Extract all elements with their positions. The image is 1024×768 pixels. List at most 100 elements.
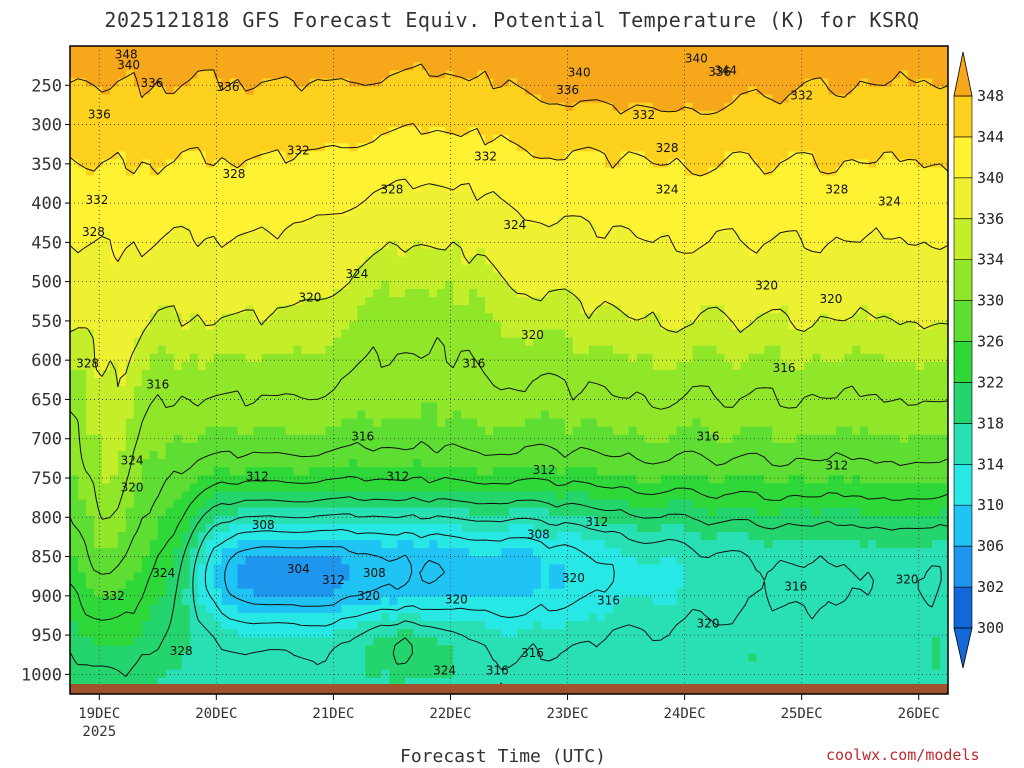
contour-label-336: 336 <box>708 65 731 79</box>
contour-label-320: 320 <box>121 480 144 494</box>
xtick-label-26DEC: 26DEC <box>898 706 940 722</box>
xtick-label-23DEC: 23DEC <box>546 706 588 722</box>
ytick-label-750: 750 <box>31 469 62 489</box>
contour-label-320: 320 <box>299 290 322 304</box>
contour-332 <box>70 337 948 520</box>
contour-label-316: 316 <box>462 356 485 370</box>
ytick-label-300: 300 <box>31 116 62 136</box>
contour-label-324: 324 <box>152 566 175 580</box>
contour-label-308: 308 <box>252 518 275 532</box>
y-axis: 250 300 350 400 450 500 550 600 650 700 750 800 850 9… <box>21 76 70 685</box>
contour-label-304: 304 <box>287 562 310 576</box>
colorbar-label-302: 302 <box>977 578 1004 596</box>
colorbar-label-344: 344 <box>977 128 1004 146</box>
ytick-label-900: 900 <box>31 587 62 607</box>
contour-label-324: 324 <box>656 183 679 197</box>
contour-label-328: 328 <box>76 356 99 370</box>
ytick-label-950: 950 <box>31 626 62 646</box>
contour-label-312: 312 <box>585 515 608 529</box>
x-axis: 19DEC 2025 20DEC 21DEC 22DEC 23DEC 24DEC 25DEC 2… <box>78 694 940 740</box>
xtick-label-20DEC: 20DEC <box>195 706 237 722</box>
contour-label-320: 320 <box>819 292 842 306</box>
contour-label-316: 316 <box>521 646 544 660</box>
contour-label-332: 332 <box>102 589 125 603</box>
colorbar-label-330: 330 <box>977 292 1004 310</box>
colorbar-segment-334 <box>953 218 973 261</box>
contour-label-340: 340 <box>117 58 140 72</box>
ytick-label-1000: 1000 <box>21 665 62 685</box>
contour-label-332: 332 <box>85 193 108 207</box>
colorbar-label-300: 300 <box>977 619 1004 637</box>
ytick-label-400: 400 <box>31 194 62 214</box>
contour-label-308: 308 <box>527 528 550 542</box>
colorbar-segment-300 <box>953 586 973 629</box>
contour-label-332: 332 <box>287 143 310 157</box>
colorbar-segment-314 <box>953 423 973 465</box>
colorbar-label-310: 310 <box>977 496 1004 514</box>
colorbar-segment-336 <box>953 177 973 220</box>
colorbar-label-334: 334 <box>977 251 1004 269</box>
contour-label-320: 320 <box>562 571 585 585</box>
contour-336 <box>70 241 948 388</box>
contour-label-324: 324 <box>503 218 526 232</box>
colorbar-segment-310 <box>953 463 973 506</box>
contour-label-332: 332 <box>790 88 813 102</box>
xtick-label-21DEC: 21DEC <box>312 706 354 722</box>
contour-label-340: 340 <box>685 52 708 66</box>
contour-label-336: 336 <box>217 80 240 94</box>
contour-316 <box>192 513 942 694</box>
colorbar-label-314: 314 <box>977 455 1004 473</box>
colorbar-label-348: 348 <box>977 87 1004 105</box>
contour-label-316: 316 <box>773 361 796 375</box>
contour-label-320: 320 <box>697 616 720 630</box>
contour-label-348: 348 <box>115 48 138 62</box>
contour-label-316: 316 <box>351 429 374 443</box>
plot-frame <box>69 45 949 695</box>
contour-label-332: 332 <box>474 150 497 164</box>
colorbar-label-336: 336 <box>977 210 1004 228</box>
contour-label-312: 312 <box>246 469 269 483</box>
contour-label-332: 332 <box>632 108 655 122</box>
xtick-year: 2025 <box>82 724 116 740</box>
contour-label-328: 328 <box>222 167 245 181</box>
contour-label-312: 312 <box>386 469 409 483</box>
colorbar-segment-330 <box>953 259 973 301</box>
contour-label-320: 320 <box>896 572 919 586</box>
contour-312 <box>204 529 615 627</box>
x-axis-label: Forecast Time (UTC) <box>400 746 606 767</box>
ytick-label-350: 350 <box>31 155 62 175</box>
contour-label-336: 336 <box>88 107 111 121</box>
contour-label-336: 336 <box>140 76 163 90</box>
contour-label-312: 312 <box>825 458 848 472</box>
xtick-label-19DEC: 19DEC <box>78 706 120 722</box>
contour-label-344: 344 <box>714 63 737 77</box>
contour-label-324: 324 <box>345 267 368 281</box>
site-credit[interactable]: coolwx.com/models <box>826 746 980 764</box>
ytick-label-500: 500 <box>31 273 62 293</box>
contour-344 <box>70 123 948 177</box>
contour-label-308: 308 <box>363 566 386 580</box>
ytick-label-550: 550 <box>31 312 62 332</box>
ytick-label-800: 800 <box>31 508 62 528</box>
colorbar-label-326: 326 <box>977 333 1004 351</box>
contour-label-340: 340 <box>568 66 591 80</box>
contour-340 <box>70 178 948 262</box>
xtick-label-24DEC: 24DEC <box>664 706 706 722</box>
contour-label-328: 328 <box>380 183 403 197</box>
contour-label-328: 328 <box>82 225 105 239</box>
contour-label-316: 316 <box>486 663 509 677</box>
contour-label-328: 328 <box>170 644 193 658</box>
contour-label-336: 336 <box>556 83 579 97</box>
contour-label-324: 324 <box>433 663 456 677</box>
contour-label-312: 312 <box>322 573 345 587</box>
contour-label-316: 316 <box>597 594 620 608</box>
ytick-label-250: 250 <box>31 76 62 96</box>
xtick-label-25DEC: 25DEC <box>781 706 823 722</box>
contour-label-316: 316 <box>784 579 807 593</box>
contour-label-324: 324 <box>121 454 144 468</box>
theta-e-field <box>70 46 948 694</box>
colorbar-min-arrow <box>953 627 973 669</box>
contour-label-328: 328 <box>825 183 848 197</box>
